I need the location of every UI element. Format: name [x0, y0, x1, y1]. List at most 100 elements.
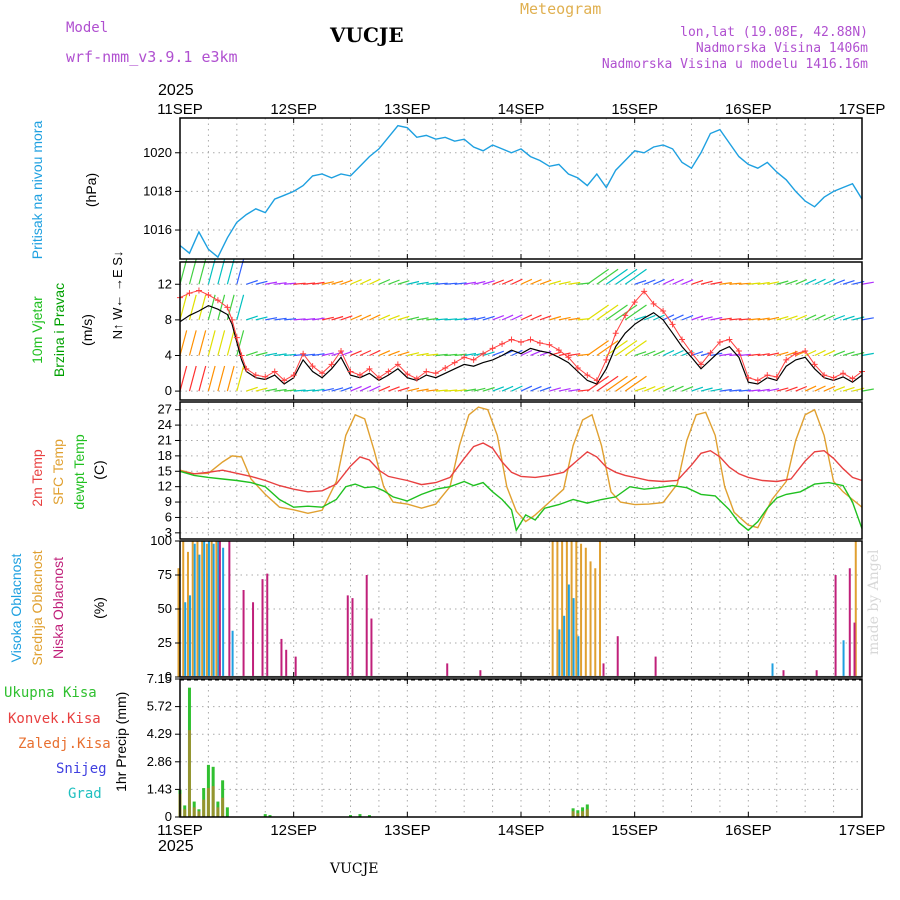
wind-gust-marker: [366, 365, 373, 372]
wind-arrow: [672, 278, 684, 285]
wind-arrow: [634, 279, 647, 285]
wind-arrow: [710, 388, 723, 392]
wind-arrow: [549, 387, 562, 392]
precip-conv-bar: [206, 788, 210, 817]
wind-gust-marker: [309, 363, 316, 370]
wind-arrow: [340, 279, 353, 285]
wind-arrow: [786, 279, 798, 285]
panel-frame-pressure: [179, 117, 863, 260]
precip-conv-bar: [211, 786, 215, 817]
wind-arrow: [861, 388, 874, 392]
wind-arrow: [207, 365, 216, 392]
wind-arrow: [293, 282, 306, 285]
wind-arrow: [814, 278, 826, 285]
wind-arrow: [520, 314, 533, 321]
wind-arrow: [464, 317, 477, 321]
precip-total-bar: [358, 814, 362, 817]
wind-arrow: [303, 389, 316, 392]
wind-arrow: [691, 279, 704, 285]
wind-gust-marker: [631, 299, 638, 306]
wind-arrow: [265, 281, 278, 285]
wind-arrow: [729, 389, 742, 392]
x-tick-label-top: 12SEP: [270, 101, 317, 118]
x-tick-label-bottom: 14SEP: [498, 822, 545, 839]
wind-arrow: [198, 365, 207, 392]
wind-arrow: [464, 281, 477, 285]
wind-gust-marker: [451, 359, 458, 366]
y-tick-label: 7.15: [147, 671, 172, 686]
wind-arrow: [795, 314, 808, 321]
wind-arrow: [350, 279, 362, 285]
wind-arrow: [482, 351, 495, 357]
wind-arrow: [804, 349, 817, 357]
wind-arrow: [312, 388, 325, 392]
wind-arrow: [378, 350, 391, 357]
precip-total-bar: [263, 814, 267, 817]
wind-arrow: [226, 365, 235, 392]
wind-gust-marker: [499, 340, 506, 347]
wind-arrow: [416, 352, 429, 357]
wind-arrow: [303, 353, 316, 357]
precip-conv-bar: [581, 811, 585, 817]
wind-gust-marker: [404, 371, 411, 378]
wind-gust-marker: [413, 375, 420, 382]
wind-gust-marker: [375, 374, 382, 381]
wind-gust-marker: [229, 316, 236, 323]
wind-arrow: [539, 279, 552, 285]
wind-arrow: [615, 304, 638, 321]
precip-conv-bar: [202, 799, 206, 817]
wind-gust-marker: [470, 356, 477, 363]
wind-arrow: [776, 316, 789, 321]
wind-arrow: [236, 330, 245, 356]
wind-arrow: [776, 351, 789, 357]
wind-arrow: [596, 304, 619, 321]
x-tick-label-bottom: 15SEP: [611, 822, 658, 839]
x-tick-label-top: 16SEP: [725, 101, 772, 118]
wind-arrow: [246, 315, 258, 321]
model-name: wrf-nmm_v3.9.1 e3km: [66, 48, 238, 66]
y-tick-label: 24: [158, 417, 172, 432]
wind-arrow: [833, 386, 846, 392]
wind-arrow: [426, 317, 439, 321]
wind-arrow: [814, 314, 826, 321]
wind-arrow: [217, 294, 226, 321]
wind-arrow: [321, 316, 334, 321]
wind-arrow: [520, 278, 533, 285]
y-tick-label: 75: [158, 567, 172, 582]
wind-arrow: [549, 280, 562, 285]
wind-arrow: [804, 278, 817, 285]
precip-total-bar: [367, 815, 371, 817]
precip-conv-bar: [585, 809, 589, 817]
wind-arrow: [501, 385, 514, 392]
wind-gust-marker: [394, 361, 401, 368]
x-tick-label-top: 11SEP: [157, 101, 203, 118]
y-tick-label: 6: [165, 509, 172, 524]
wind-gust-marker: [186, 290, 193, 297]
wind-arrow: [236, 294, 245, 321]
wind-arrow: [662, 349, 675, 357]
wind-arrow: [473, 316, 486, 321]
wind-arrow: [662, 385, 675, 392]
y-tick-label: 21: [158, 432, 172, 447]
wind-arrow: [321, 388, 334, 392]
data-layer: [177, 124, 874, 817]
wind-arrow: [634, 351, 647, 357]
wind-arrow: [350, 385, 362, 392]
wind-arrow: [388, 386, 400, 392]
wind-arrow: [539, 350, 552, 357]
wind-arrow: [435, 318, 448, 321]
wind-gust-marker: [338, 348, 345, 355]
wind-axis-title-1: 10m Vjetar: [29, 296, 45, 364]
wind-arrow: [464, 388, 477, 392]
wind-arrow: [397, 351, 410, 357]
precip-total-bar: [225, 807, 229, 817]
precip-total-bar: [268, 815, 272, 817]
wind-arrow: [729, 282, 742, 285]
wind-gust-marker: [442, 364, 449, 371]
wind-arrow: [823, 278, 836, 285]
wind-gust-marker: [271, 368, 278, 375]
wind-gust-marker: [527, 336, 534, 343]
wind-arrow: [643, 314, 656, 321]
t2m-line: [179, 442, 863, 493]
